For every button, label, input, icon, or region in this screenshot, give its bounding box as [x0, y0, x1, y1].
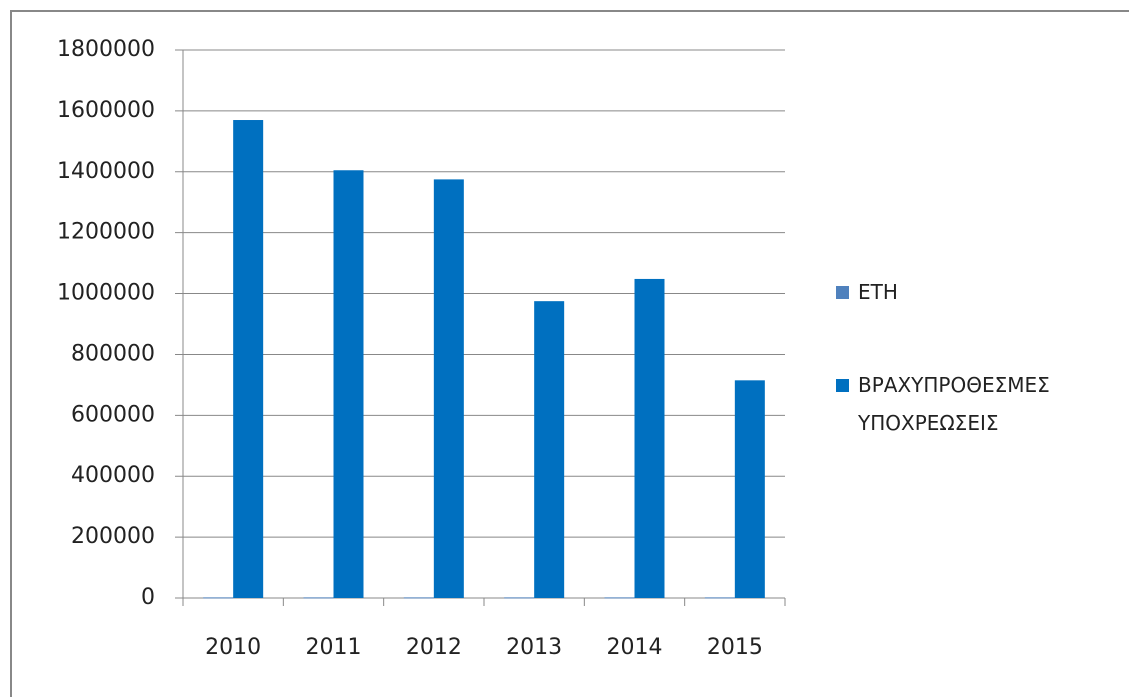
x-tick-label: 2010: [205, 635, 261, 660]
y-tick-label: 1600000: [57, 98, 155, 123]
x-tick-label: 2012: [406, 635, 462, 660]
y-tick-label: 0: [141, 585, 155, 610]
x-tick-label: 2015: [707, 635, 763, 660]
y-tick-label: 600000: [71, 402, 155, 427]
legend-swatch: [836, 286, 849, 299]
bar: [734, 380, 765, 598]
bar: [433, 179, 464, 598]
chart-frame: [10, 10, 1129, 697]
y-tick-label: 1800000: [57, 37, 155, 62]
bar: [534, 301, 565, 598]
bar: [403, 597, 434, 599]
legend-label: ΒΡΑΧΥΠΡΟΘΕΣΜΕΣ ΥΠΟΧΡΕΩΣΕΙΣ: [858, 373, 1050, 435]
bar: [203, 597, 234, 599]
x-tick-label: 2011: [306, 635, 362, 660]
legend-swatch: [836, 379, 849, 392]
bar: [604, 597, 635, 599]
bar: [634, 278, 665, 598]
y-tick-label: 1000000: [57, 281, 155, 306]
bar: [303, 597, 334, 599]
bar: [504, 597, 535, 599]
bar: [333, 170, 364, 598]
bar: [704, 597, 735, 599]
y-tick-label: 1400000: [57, 159, 155, 184]
y-tick-label: 1200000: [57, 220, 155, 245]
y-tick-label: 200000: [71, 524, 155, 549]
x-tick-label: 2013: [506, 635, 562, 660]
x-tick-label: 2014: [607, 635, 663, 660]
legend-label: ΕΤΗ: [858, 280, 898, 304]
bar: [233, 120, 264, 599]
y-tick-label: 800000: [71, 341, 155, 366]
y-tick-label: 400000: [71, 463, 155, 488]
